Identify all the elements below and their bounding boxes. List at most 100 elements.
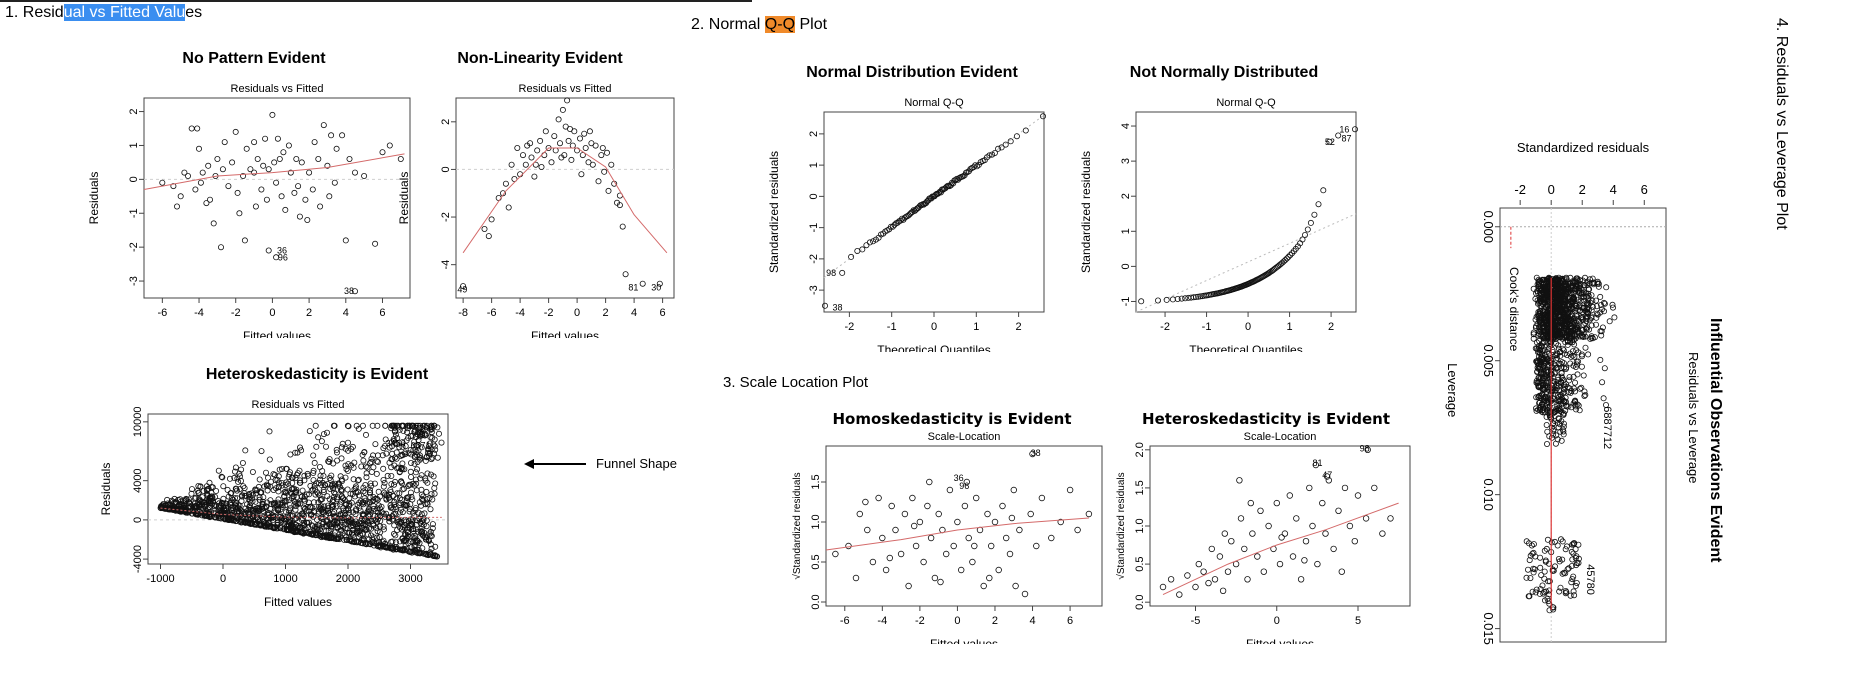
y-tick-label: 0 [440,166,452,172]
data-point [410,539,417,546]
data-point [1535,374,1542,381]
data-point [227,490,234,497]
data-point [415,429,422,436]
data-point [423,488,430,495]
data-point [409,480,416,487]
data-point [335,481,342,488]
x-tick-label: 6 [1067,615,1073,627]
data-point [292,475,299,482]
data-point [1600,395,1607,402]
data-point [1559,306,1566,313]
x-tick-label: 0 [1245,321,1251,333]
data-point [270,471,277,478]
data-point [1561,364,1568,371]
data-point [218,499,225,506]
data-point [1200,568,1207,575]
data-point [241,237,248,244]
data-point [1322,530,1329,537]
data-point [385,491,392,498]
data-point [1536,330,1543,337]
data-point [348,462,355,469]
data-point [1566,323,1573,330]
data-point [1592,321,1599,328]
data-point [1555,345,1562,352]
data-point [422,457,429,464]
data-point [374,516,381,523]
data-point [1554,284,1561,291]
data-point [221,139,228,146]
data-point [331,179,338,186]
data-point [1571,388,1578,395]
data-point [1564,308,1571,315]
data-point [205,162,212,169]
panel-title: Normal Distribution Evident [806,64,1018,81]
x-tick-label: 2 [1328,321,1334,333]
data-point [342,445,349,452]
data-point [320,488,327,495]
data-point [1138,298,1145,305]
data-point [236,210,243,217]
x-tick-label: 2 [306,307,312,319]
data-point [352,485,359,492]
data-point [333,496,340,503]
data-point [864,526,871,534]
data-point [438,439,445,446]
x-tick-label: 1 [1287,321,1293,333]
data-point [1573,553,1580,560]
data-point [1577,280,1584,287]
data-point [1571,379,1578,386]
data-point [1211,576,1219,583]
data-point [1576,287,1583,294]
section-title-selection[interactable]: ual vs Fitted Valu [63,4,186,21]
data-point [1598,328,1605,335]
data-point [1288,250,1295,257]
data-point [987,542,995,550]
x-tick-label: -6 [840,615,850,627]
section-title-highlight[interactable]: Q-Q [764,16,796,33]
data-point [1537,357,1544,364]
data-point [219,166,226,173]
data-point [1538,325,1545,332]
data-point [1555,342,1562,349]
data-point [1590,279,1597,286]
data-point [1006,550,1014,558]
data-point [194,125,201,132]
data-point [407,460,414,467]
data-point [333,502,340,509]
data-point [262,469,269,476]
data-point [265,166,272,173]
data-point [605,187,612,194]
data-point [351,520,358,527]
data-point [215,515,222,522]
data-point [1533,407,1540,414]
data-point [1544,297,1551,304]
data-point [1540,386,1547,393]
data-point [541,152,548,159]
data-point [1379,530,1386,537]
data-point [254,156,261,163]
data-point [1241,545,1248,553]
data-point [277,525,284,532]
data-point [258,186,265,193]
data-point [1039,113,1046,120]
data-point [656,280,663,287]
data-point [278,193,285,200]
data-point [409,432,416,439]
data-point [311,139,318,146]
y-tick-label: 2 [440,119,452,125]
data-point [926,478,933,486]
data-point [967,166,974,173]
data-point [338,488,345,495]
data-point [1567,350,1574,357]
data-point [920,558,927,566]
data-point [309,531,316,538]
data-point [1581,388,1588,395]
y-tick-label: 1.5 [810,474,822,489]
data-point [1576,385,1583,392]
panel-title: Homoskedasticity is Evident [832,410,1072,428]
data-point [1560,411,1567,418]
data-point [1325,477,1332,484]
data-point [1301,231,1308,238]
data-point [522,161,529,168]
data-point [348,529,355,536]
